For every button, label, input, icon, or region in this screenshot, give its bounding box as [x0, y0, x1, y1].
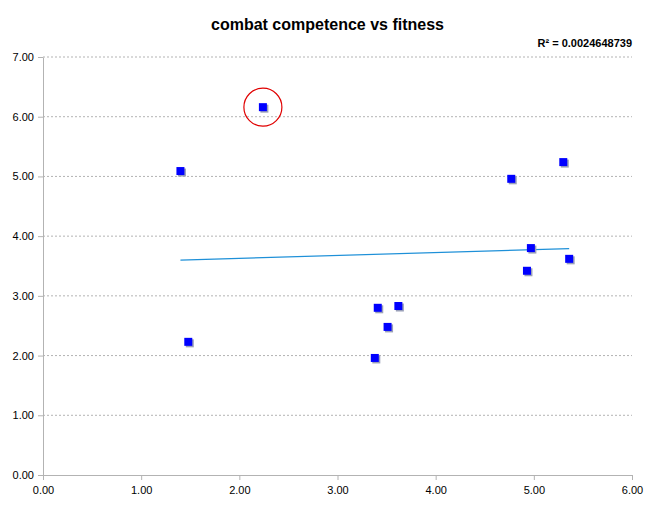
point — [394, 302, 402, 310]
trend-line — [180, 249, 569, 260]
tick: 1.00 — [13, 409, 43, 421]
tick-mark — [239, 475, 240, 480]
tick-mark — [38, 356, 43, 357]
tick: 7.00 — [13, 51, 43, 63]
point — [523, 267, 531, 275]
tick-label: 0.00 — [33, 484, 54, 496]
tick-mark — [436, 475, 437, 480]
tick-label: 1.00 — [13, 409, 34, 421]
point — [176, 167, 184, 175]
tick-mark — [38, 296, 43, 297]
tick: 0.00 — [33, 475, 54, 496]
tick-mark — [38, 117, 43, 118]
tick-label: 6.00 — [13, 111, 34, 123]
tick-label: 4.00 — [13, 230, 34, 242]
y-axis: 0.00 1.00 2.00 3.00 4.00 5.00 6.00 7.00 — [13, 51, 44, 481]
tick-label: 4.00 — [425, 484, 446, 496]
grid-line — [43, 295, 632, 296]
tick: 5.00 — [13, 170, 43, 182]
tick-label: 7.00 — [13, 51, 34, 63]
tick-label: 6.00 — [622, 484, 643, 496]
tick: 4.00 — [425, 475, 446, 496]
tick-mark — [141, 475, 142, 480]
point — [527, 244, 535, 252]
tick-mark — [38, 475, 43, 476]
tick: 2.00 — [13, 350, 43, 362]
tick-mark — [38, 415, 43, 416]
grid-line — [43, 176, 632, 177]
tick-mark — [43, 475, 44, 480]
tick-label: 3.00 — [327, 484, 348, 496]
tick: 2.00 — [229, 475, 250, 496]
tick-mark — [38, 176, 43, 177]
tick: 5.00 — [524, 475, 545, 496]
tick: 1.00 — [131, 475, 152, 496]
tick-mark — [38, 236, 43, 237]
grid-line — [43, 236, 632, 237]
point — [565, 255, 573, 263]
grid — [43, 57, 632, 415]
grid-line — [43, 116, 632, 117]
point — [374, 304, 382, 312]
tick: 4.00 — [13, 230, 43, 242]
tick-mark — [534, 475, 535, 480]
tick-label: 3.00 — [13, 290, 34, 302]
tick-label: 5.00 — [13, 170, 34, 182]
annotation: R² = 0.0024648739 — [538, 37, 633, 49]
tick-label: 0.00 — [13, 469, 34, 481]
point — [259, 103, 267, 111]
tick-label: 1.00 — [131, 484, 152, 496]
tick-mark — [38, 57, 43, 58]
tick: 3.00 — [327, 475, 348, 496]
tick-label: 2.00 — [229, 484, 250, 496]
point — [559, 158, 567, 166]
tick: 0.00 — [13, 469, 43, 481]
tick-mark — [338, 475, 339, 480]
tick-mark — [632, 475, 633, 480]
grid-line — [43, 415, 632, 416]
title: combat competence vs fitness — [211, 16, 444, 33]
point — [507, 175, 515, 183]
tick-label: 5.00 — [524, 484, 545, 496]
chart: 0.00 1.00 2.00 3.00 4.00 5.00 6.00 0.00 1.00 2.00… — [0, 0, 654, 505]
axis-line — [43, 58, 44, 476]
tick: 6.00 — [622, 475, 643, 496]
tick-label: 2.00 — [13, 350, 34, 362]
tick: 3.00 — [13, 290, 43, 302]
plot-area — [176, 103, 574, 363]
grid-line — [43, 57, 632, 58]
tick: 6.00 — [13, 111, 43, 123]
point — [184, 338, 192, 346]
grid-line — [43, 355, 632, 356]
point — [371, 354, 379, 362]
x-axis: 0.00 1.00 2.00 3.00 4.00 5.00 6.00 — [33, 475, 643, 496]
point — [384, 323, 392, 331]
highlight-circle — [244, 88, 282, 126]
